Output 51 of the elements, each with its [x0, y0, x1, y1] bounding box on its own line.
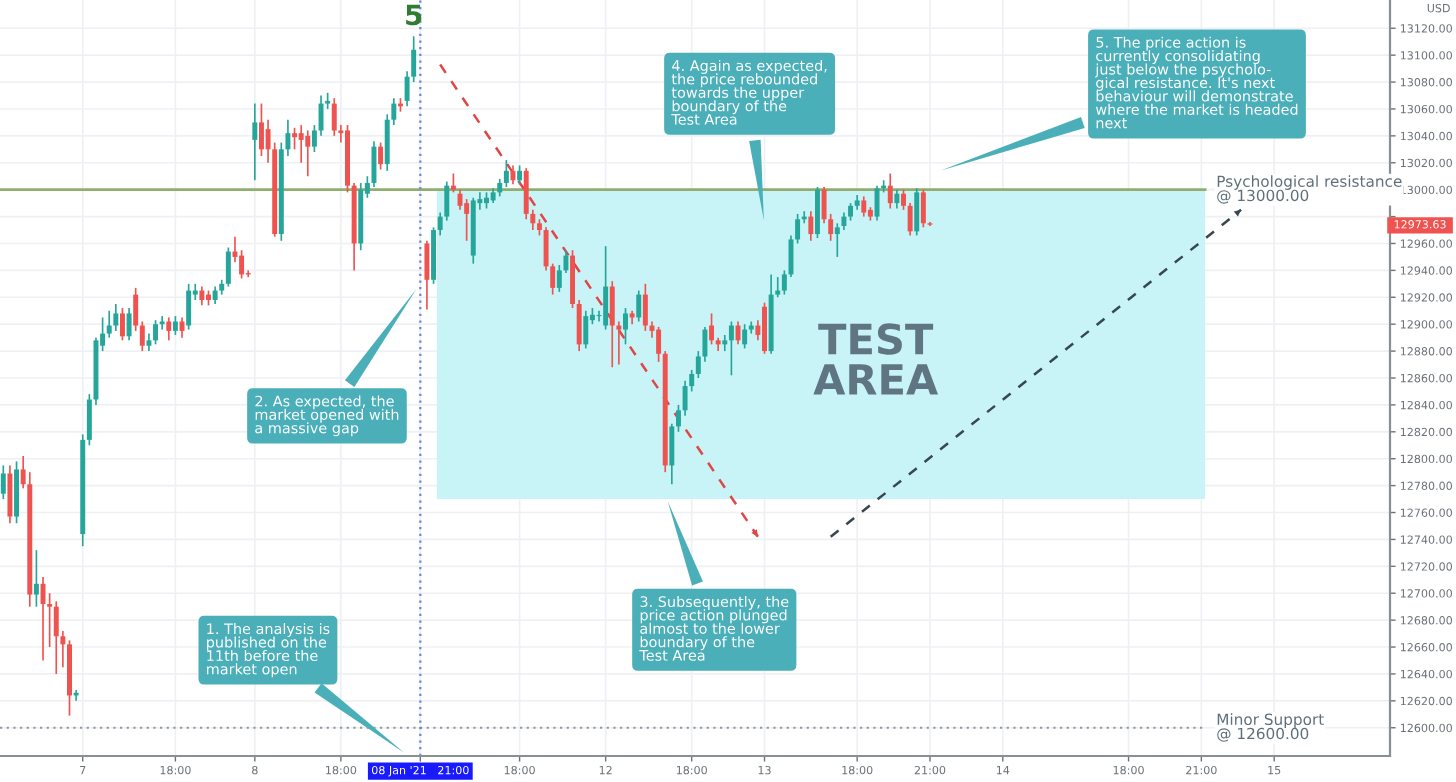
candlestick: [728, 320, 734, 377]
candlestick: [642, 283, 648, 332]
candlestick: [623, 307, 628, 346]
candlestick: [808, 210, 814, 242]
band-label: TEST AREA: [813, 323, 939, 395]
candlestick: [735, 320, 741, 346]
candlestick: [920, 188, 926, 229]
candlestick: [517, 164, 523, 186]
candlestick: [742, 323, 748, 350]
candlestick: [762, 301, 767, 355]
candlestick: [583, 309, 589, 350]
candlestick: [709, 312, 715, 346]
candlestick: [258, 102, 264, 157]
candlestick: [861, 195, 867, 218]
candlestick: [609, 280, 615, 369]
candlestick: [199, 285, 205, 307]
candlestick: [172, 315, 178, 336]
candlestick: [503, 159, 509, 188]
candlestick: [0, 464, 6, 500]
candlestick: [636, 289, 642, 323]
candlestick: [814, 186, 820, 239]
candlestick: [119, 307, 125, 342]
candlestick: [464, 198, 470, 242]
candlestick: [331, 97, 337, 137]
candlestick: [424, 239, 430, 311]
candlestick: [894, 188, 900, 210]
annotation: 5: [406, 4, 422, 26]
candlestick: [225, 246, 231, 288]
candlestick: [887, 172, 893, 210]
candlestick: [603, 245, 609, 331]
candlestick: [33, 549, 39, 608]
candlestick: [53, 600, 59, 675]
candlestick: [378, 141, 384, 171]
candlestick: [179, 316, 185, 339]
candlestick: [874, 184, 880, 222]
candlestick: [126, 307, 132, 342]
candlestick: [7, 464, 13, 525]
candlestick: [292, 126, 298, 151]
candlestick: [305, 129, 311, 178]
candlestick: [14, 460, 20, 525]
candlestick: [166, 316, 172, 342]
candlestick: [186, 283, 192, 331]
candlestick: [106, 309, 112, 339]
candlestick: [510, 164, 516, 186]
candlestick: [153, 319, 159, 346]
candlestick: [450, 172, 456, 194]
candlestick: [914, 187, 920, 237]
candlestick: [113, 303, 119, 332]
candlestick: [252, 102, 258, 182]
candlestick: [907, 202, 913, 237]
candlestick: [40, 576, 46, 662]
